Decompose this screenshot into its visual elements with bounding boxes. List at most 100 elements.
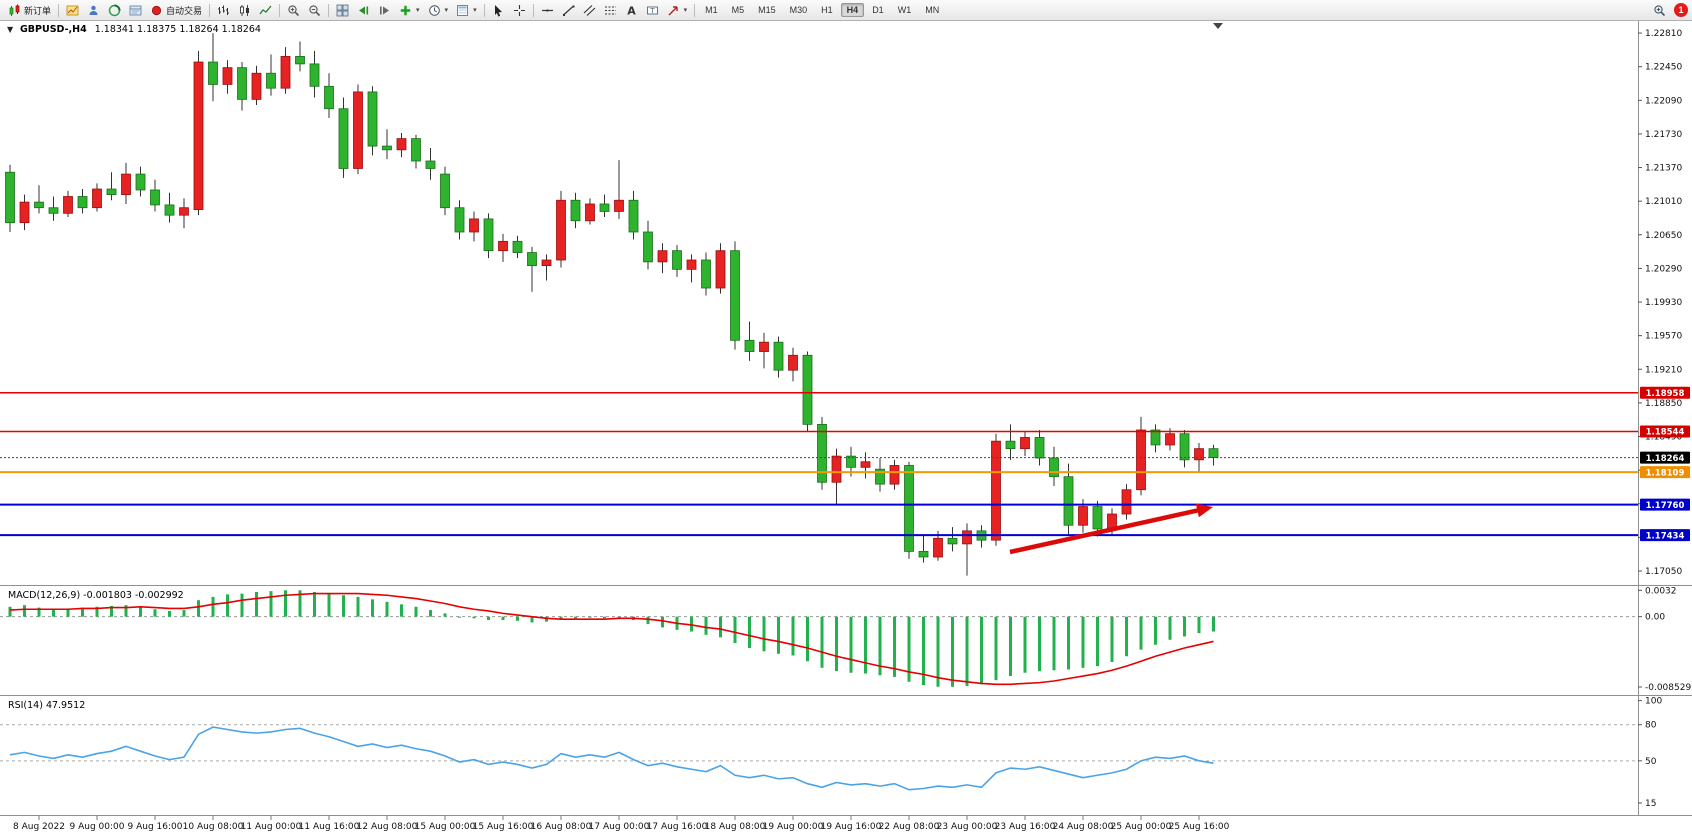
candle-body bbox=[396, 138, 407, 151]
terminal-button[interactable] bbox=[125, 1, 146, 19]
chart-shift-marker[interactable] bbox=[1213, 23, 1223, 29]
timeframe-button-m5[interactable]: M5 bbox=[731, 5, 745, 15]
candle-body bbox=[831, 455, 842, 483]
candle-body bbox=[1208, 448, 1219, 459]
autotrading-icon bbox=[151, 5, 162, 15]
macd-histogram-bar bbox=[269, 591, 273, 617]
timeframe-button-d1[interactable]: D1 bbox=[872, 5, 884, 15]
timeframe-button-m1[interactable]: M1 bbox=[705, 5, 718, 15]
zoom-out-button[interactable] bbox=[304, 1, 325, 19]
timeframe-button-w1[interactable]: W1 bbox=[897, 5, 912, 15]
autotrading-button[interactable]: 自动交易 bbox=[146, 1, 206, 19]
indicators-button[interactable]: ▾ bbox=[395, 1, 424, 19]
macd-histogram-bar bbox=[820, 616, 824, 668]
timeframe-button-h4[interactable]: H4 bbox=[840, 3, 865, 17]
time-axis-label: 17 Aug 00:00 bbox=[589, 822, 650, 832]
rsi-line bbox=[9, 726, 1214, 791]
macd-axis-label: -0.008529 bbox=[1645, 683, 1691, 693]
candle-body bbox=[889, 465, 900, 485]
macd-histogram-bar bbox=[719, 616, 722, 638]
label-icon: T bbox=[646, 6, 658, 14]
candlestick-icon bbox=[240, 4, 250, 16]
notification-badge[interactable]: 1 bbox=[1674, 3, 1688, 17]
macd-histogram-bar bbox=[1023, 616, 1027, 673]
candle-body bbox=[1020, 437, 1030, 450]
price-axis-label: 1.20650 bbox=[1645, 231, 1682, 241]
trend-arrow[interactable] bbox=[1009, 506, 1204, 555]
horizontal-line-icon bbox=[541, 9, 553, 11]
fibonacci-tool-button[interactable] bbox=[600, 1, 621, 19]
chart-shift-icon bbox=[380, 6, 390, 14]
crosshair-button[interactable] bbox=[509, 1, 530, 19]
timeframe-button-h1[interactable]: H1 bbox=[821, 5, 833, 15]
candle-body bbox=[48, 207, 59, 214]
trendline-tool-button[interactable] bbox=[558, 1, 579, 19]
candle-body bbox=[1194, 448, 1204, 461]
templates-button[interactable]: ▾ bbox=[452, 1, 481, 19]
candle-body bbox=[860, 461, 871, 468]
macd-histogram-bar bbox=[646, 616, 650, 625]
price-axis-label: 1.22450 bbox=[1645, 63, 1682, 73]
new-order-button[interactable]: 新订单 bbox=[4, 1, 55, 19]
macd-histogram-bar bbox=[400, 604, 403, 617]
macd-histogram-bar bbox=[371, 599, 374, 617]
channel-tool-button[interactable] bbox=[579, 1, 600, 19]
candle-body bbox=[657, 250, 668, 263]
arrows-tool-button[interactable]: ▾ bbox=[663, 1, 692, 19]
profiles-button[interactable] bbox=[83, 1, 104, 19]
macd-histogram-bar bbox=[849, 616, 853, 673]
candle-body bbox=[570, 199, 581, 222]
macd-histogram-bar bbox=[1081, 616, 1085, 668]
timeframe-button-mn[interactable]: MN bbox=[925, 5, 940, 15]
search-button[interactable] bbox=[1649, 1, 1670, 19]
macd-histogram-bar bbox=[994, 616, 998, 681]
macd-histogram-bar bbox=[791, 616, 795, 656]
macd-histogram-bar bbox=[124, 605, 128, 617]
candlestick-mode-button[interactable] bbox=[234, 1, 255, 19]
tile-windows-button[interactable] bbox=[332, 1, 353, 19]
candle-body bbox=[440, 173, 450, 209]
macd-histogram-bar bbox=[806, 616, 809, 662]
macd-histogram-bar bbox=[1197, 616, 1201, 634]
candle-body bbox=[643, 231, 653, 263]
horizontal-line-tool-button[interactable] bbox=[537, 1, 558, 19]
candle-body bbox=[1063, 476, 1074, 526]
charts-button[interactable] bbox=[62, 1, 83, 19]
macd-histogram-bar bbox=[298, 590, 302, 617]
cursor-icon bbox=[494, 4, 502, 17]
price-badge bbox=[1640, 466, 1690, 479]
macd-histogram-bar bbox=[617, 616, 621, 618]
zoom-in-button[interactable] bbox=[283, 1, 304, 19]
timeframe-button-m15[interactable]: M15 bbox=[758, 5, 776, 15]
one-click-trading-toggle[interactable]: ▼ bbox=[7, 25, 14, 34]
macd-histogram-bar bbox=[1110, 616, 1114, 663]
macd-histogram-bar bbox=[458, 616, 461, 618]
macd-histogram-bar bbox=[8, 606, 12, 617]
candle-body bbox=[5, 171, 15, 224]
auto-scroll-button[interactable] bbox=[353, 1, 374, 19]
candle-body bbox=[193, 61, 204, 210]
toolbar-separator bbox=[209, 3, 211, 17]
macd-histogram-bar bbox=[429, 610, 432, 617]
label-tool-button[interactable]: T bbox=[642, 1, 663, 19]
profiles-icon bbox=[89, 5, 98, 15]
bar-chart-mode-button[interactable] bbox=[213, 1, 234, 19]
chevron-down-icon: ▾ bbox=[444, 7, 449, 14]
candle-body bbox=[817, 423, 827, 483]
macd-histogram-bar bbox=[922, 616, 925, 686]
macd-histogram-bar bbox=[197, 600, 200, 617]
chart-shift-button[interactable] bbox=[374, 1, 395, 19]
candle-body bbox=[222, 67, 233, 85]
text-tool-button[interactable]: A bbox=[621, 1, 642, 19]
line-chart-mode-button[interactable] bbox=[255, 1, 276, 19]
candle-body bbox=[106, 188, 117, 196]
candle-body bbox=[19, 201, 30, 224]
timeframe-button-m30[interactable]: M30 bbox=[789, 5, 808, 15]
macd-histogram-bar bbox=[907, 616, 911, 682]
market-watch-button[interactable] bbox=[104, 1, 125, 19]
candle-body bbox=[353, 91, 363, 169]
cursor-button[interactable] bbox=[488, 1, 509, 19]
periods-button[interactable]: ▾ bbox=[424, 1, 453, 19]
macd-histogram-bar bbox=[211, 596, 215, 617]
